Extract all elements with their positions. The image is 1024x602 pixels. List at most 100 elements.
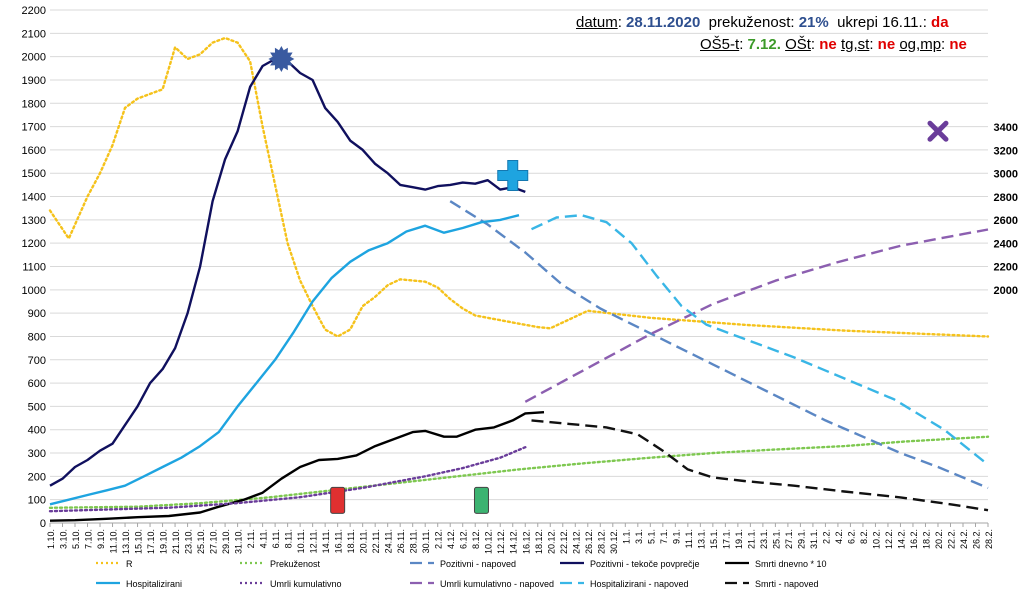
x-tick-label: 18.12. (534, 529, 544, 554)
y-left-tick-label: 1400 (22, 192, 46, 204)
x-tick-label: 6.12. (459, 529, 469, 549)
x-tick-label: 23.10. (184, 529, 194, 554)
x-marker (927, 120, 949, 142)
y-left-tick-label: 1300 (22, 215, 46, 227)
x-tick-label: 8.2. (859, 529, 869, 544)
x-tick-label: 18.11. (346, 529, 356, 553)
y-right-tick-label: 2000 (994, 285, 1018, 297)
series-line-3 (49, 57, 526, 487)
y-right-tick-label: 2200 (994, 262, 1018, 274)
x-tick-label: 4.12. (446, 529, 456, 549)
x-tick-label: 12.2. (884, 529, 894, 549)
y-right-tick-label: 3000 (994, 169, 1018, 181)
x-tick-label: 5.10. (71, 529, 81, 549)
x-tick-label: 16.12. (521, 529, 531, 554)
x-tick-label: 8.11. (284, 529, 294, 548)
marker-layer (268, 46, 949, 514)
ukrepi-value: da (931, 14, 949, 31)
os5t-value: 7.12. (747, 36, 781, 53)
y-left-tick-label: 900 (28, 308, 46, 320)
y-left-tick-label: 1200 (22, 238, 46, 250)
ogmp-label: og,mp (899, 36, 942, 53)
x-tick-label: 28.12. (596, 529, 606, 554)
legend-label: Umrli kumulativno - napoved (440, 579, 554, 589)
series-line-5 (49, 214, 520, 506)
x-tick-label: 29.1. (796, 529, 806, 549)
green-bar-marker (473, 486, 489, 514)
y-left-tick-label: 1700 (22, 122, 46, 134)
x-tick-label: 22.11. (371, 529, 381, 553)
x-tick-label: 24.12. (571, 529, 581, 554)
x-tick-label: 31.1. (809, 529, 819, 549)
x-tick-label: 12.11. (309, 529, 319, 553)
x-tick-label: 22.2. (946, 529, 956, 549)
x-tick-label: 26.2. (971, 529, 981, 549)
x-tick-label: 19.1. (734, 529, 744, 549)
x-tick-label: 17.1. (721, 529, 731, 549)
legend-label: Smrti dnevno * 10 (755, 559, 827, 569)
series-line-9 (531, 419, 989, 512)
y-left-tick-label: 1600 (22, 145, 46, 157)
y-left-tick-label: 500 (28, 401, 46, 413)
x-marker-stroke (927, 120, 949, 142)
y-left-tick-label: 1000 (22, 285, 46, 297)
x-tick-label: 10.2. (871, 529, 881, 549)
x-tick-label: 2.2. (821, 529, 831, 544)
grid (50, 9, 988, 524)
x-tick-label: 4.11. (259, 529, 269, 548)
x-tick-label: 4.2. (834, 529, 844, 544)
prekuzenost-value: 21% (798, 14, 829, 31)
x-tick-label: 16.2. (909, 529, 919, 549)
legend-label: Hospitalizirani (126, 579, 182, 589)
y-right-tick-label: 2800 (994, 192, 1018, 204)
x-tick-label: 26.11. (396, 529, 406, 553)
x-tick-label: 8.12. (471, 529, 481, 549)
tgst-value: ne (877, 36, 896, 53)
ogmp-value: ne (949, 36, 967, 53)
y-left-tick-label: 300 (28, 448, 46, 460)
series-line-4 (49, 411, 545, 522)
x-tick-label: 19.10. (159, 529, 169, 554)
y-left-tick-label: 100 (28, 495, 46, 507)
y-right-tick-label: 3200 (994, 145, 1018, 157)
x-tick-label: 11.1. (684, 529, 694, 548)
x-tick-label: 20.12. (546, 529, 556, 554)
x-tick-label: 6.2. (846, 529, 856, 544)
y-right-tick-label: 3400 (994, 122, 1018, 134)
plus-marker (497, 160, 529, 192)
legend: R Prekuženost Pozitivni - napoved Pozitivni… (96, 559, 827, 589)
y-left-tick-label: 0 (40, 518, 46, 530)
ost-value: ne (819, 36, 837, 53)
x-tick-label: 2.11. (246, 529, 256, 548)
series-line-1 (48, 435, 990, 509)
x-tick-label: 10.12. (484, 529, 494, 554)
series-line-8 (530, 213, 989, 466)
series-line-7 (524, 228, 989, 403)
series-line-2 (449, 200, 989, 490)
legend-label: Pozitivni - tekoče povprečje (590, 559, 700, 569)
legend-label: R (126, 559, 133, 569)
axes: 0 100 200 300 400 500 600 700 800 900 1000 1100 1200… (22, 5, 1018, 554)
y-left-tick-label: 2000 (22, 52, 46, 64)
x-tick-label: 28.11. (409, 529, 419, 553)
red-bar-marker (330, 486, 346, 514)
tgst-label: tg,st (840, 36, 870, 53)
x-tick-label: 1.1. (621, 529, 631, 544)
x-tick-label: 25.10. (196, 529, 206, 554)
x-tick-label: 13.1. (696, 529, 706, 549)
x-tick-label: 17.10. (146, 529, 156, 554)
y-left-tick-label: 200 (28, 471, 46, 483)
legend-label: Prekuženost (270, 559, 321, 569)
x-tick-label: 20.2. (934, 529, 944, 549)
x-tick-label: 3.1. (634, 529, 644, 544)
x-tick-label: 14.2. (896, 529, 906, 549)
x-tick-label: 3.10. (59, 529, 69, 549)
series-line-6 (48, 446, 527, 513)
x-tick-label: 1.10. (46, 529, 56, 549)
x-tick-label: 7.1. (659, 529, 669, 544)
os5t-label: OŠ5-t (700, 36, 740, 53)
x-tick-label: 22.12. (559, 529, 569, 554)
prekuzenost-label: prekuženost (708, 14, 791, 31)
x-tick-label: 30.11. (421, 529, 431, 553)
